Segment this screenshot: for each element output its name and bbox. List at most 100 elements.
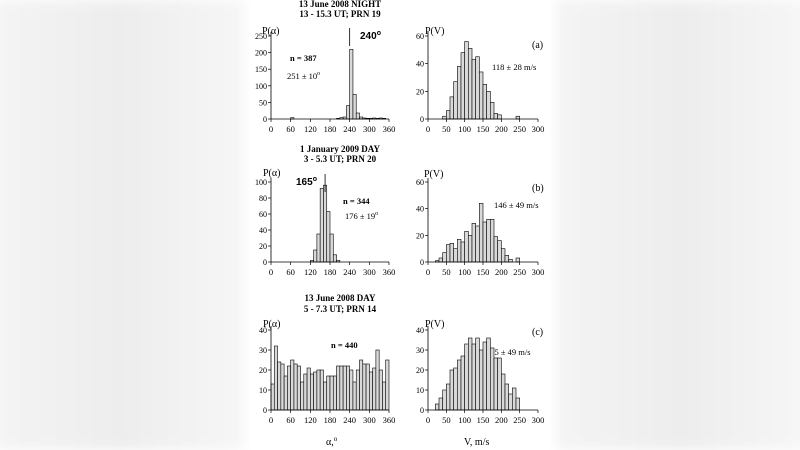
c-left-bar: [296, 365, 301, 411]
c-left-bar: [270, 383, 275, 411]
a-right-x-tick-label: 300: [532, 124, 545, 134]
a-right-bar: [442, 115, 447, 120]
c-right-bar: [468, 337, 473, 411]
c-left-bar: [342, 365, 347, 411]
a-left-bar: [349, 48, 354, 120]
a-left-bar: [355, 112, 360, 120]
ylabel-b-right: P(V): [424, 169, 443, 180]
c-right-bar: [490, 347, 495, 411]
c-left-x-tick-label: 300: [363, 415, 376, 425]
b-left-x-tick-label: 240: [343, 267, 356, 277]
b-right-x-tick-label: 50: [442, 267, 451, 277]
a-left-x-tick-label: 240: [343, 124, 356, 134]
c-left-bar: [287, 365, 291, 411]
a-right-bar: [515, 115, 520, 120]
a-left-y-tick-label: 200: [255, 49, 267, 58]
b-right-y-tick-label: 60: [416, 178, 424, 187]
b-left-bar: [323, 184, 328, 263]
a-right-bar: [493, 113, 498, 120]
c-right-bar: [457, 359, 462, 411]
mean-b-left-unit: o: [375, 211, 378, 217]
peak-a-value: 240: [360, 31, 377, 42]
c-right-y-tick-label: 40: [416, 326, 424, 335]
c-left-bar: [323, 381, 328, 411]
c-left-bar: [303, 373, 308, 411]
b-right-bar: [446, 244, 451, 263]
c-right-x-tick-label: 300: [532, 415, 545, 425]
b-right-bar: [479, 203, 484, 263]
b-right-bar: [442, 252, 447, 263]
c-left-y-tick-label: 20: [259, 366, 267, 375]
c-left-bar: [326, 375, 331, 411]
mean-a-left-unit: o: [317, 71, 320, 77]
a-right-bar: [453, 81, 458, 120]
mean-a-left-value: 251 ± 10: [287, 71, 317, 81]
b-left-bar: [313, 249, 318, 263]
a-right-y-tick-label: 0: [420, 115, 424, 124]
peak-b-unit: o: [313, 176, 317, 183]
mean-b-left: 176 ± 19o: [345, 211, 378, 221]
a-right-bar: [468, 48, 473, 120]
ylabel-b-left: P(α): [263, 168, 280, 179]
a-right-x-tick-label: 50: [442, 124, 451, 134]
a-right-bar: [475, 56, 480, 120]
c-left-bar: [293, 363, 298, 411]
b-right-x-tick-label: 150: [477, 267, 490, 277]
b-left-bar: [326, 211, 331, 263]
a-left-x-tick-label: 180: [324, 124, 337, 134]
a-left-y-tick-label: 150: [255, 65, 267, 74]
c-left-bar: [355, 369, 360, 411]
c-left-x-tick-label: 60: [286, 415, 295, 425]
b-right-y-tick-label: 20: [416, 231, 424, 240]
title-c-line2: 5 - 7.3 UT; PRN 14: [304, 304, 377, 314]
c-left-bar: [290, 359, 295, 411]
b-left-y-tick-label: 60: [259, 210, 267, 219]
a-left-x-tick-label: 60: [286, 124, 295, 134]
c-left-bar: [306, 367, 311, 411]
b-right-bar: [493, 236, 498, 263]
c-left-bar: [375, 349, 380, 411]
b-left-y-tick-label: 80: [259, 194, 267, 203]
c-left-bar: [378, 369, 383, 411]
c-right-bar: [442, 389, 447, 411]
c-right-bar: [493, 357, 498, 411]
b-right-bar: [468, 235, 473, 263]
a-right-bar: [446, 110, 451, 120]
b-left-x-tick-label: 60: [286, 267, 295, 277]
xlabel-c-left-unit: o: [334, 435, 338, 443]
b-left-y-tick-label: 100: [255, 178, 267, 187]
b-right-bar: [449, 243, 454, 263]
c-right-bar: [508, 393, 513, 411]
mean-a-right: 118 ± 28 m/s: [492, 62, 536, 72]
b-right-bar: [475, 225, 480, 263]
b-right-bar: [457, 239, 462, 263]
a-right-x-tick-label: 0: [426, 124, 430, 134]
c-left-bar: [316, 369, 321, 411]
peak-label-a: 240o: [360, 30, 381, 42]
c-right-bar: [512, 387, 517, 411]
c-right-bar: [501, 373, 506, 411]
n-count-c: n = 440: [331, 340, 358, 350]
b-right-bar: [515, 257, 520, 263]
a-right-bar: [497, 114, 502, 120]
c-right-x-tick-label: 50: [442, 415, 451, 425]
c-right-bar: [464, 343, 469, 411]
c-right-bar: [453, 367, 458, 411]
a-left-y-tick-label: 50: [259, 98, 267, 107]
blurred-background-left: [0, 0, 244, 450]
c-right-bar: [460, 355, 465, 411]
b-right-y-tick-label: 0: [420, 258, 424, 267]
c-left-bar: [372, 367, 377, 411]
b-right-bar: [453, 248, 458, 263]
a-left-bar: [346, 105, 350, 120]
c-left-bar: [346, 365, 350, 411]
xlabel-c-left: α,o: [326, 435, 338, 448]
mean-b-right: 146 ± 49 m/s: [494, 200, 539, 210]
a-right-bar: [464, 41, 469, 120]
c-right-y-tick-label: 10: [416, 386, 424, 395]
title-a-line1: 13 June 2008 NIGHT: [299, 0, 381, 9]
c-right-x-tick-label: 100: [458, 415, 471, 425]
a-right-bar: [460, 52, 465, 120]
c-left-y-tick-label: 0: [263, 406, 267, 415]
